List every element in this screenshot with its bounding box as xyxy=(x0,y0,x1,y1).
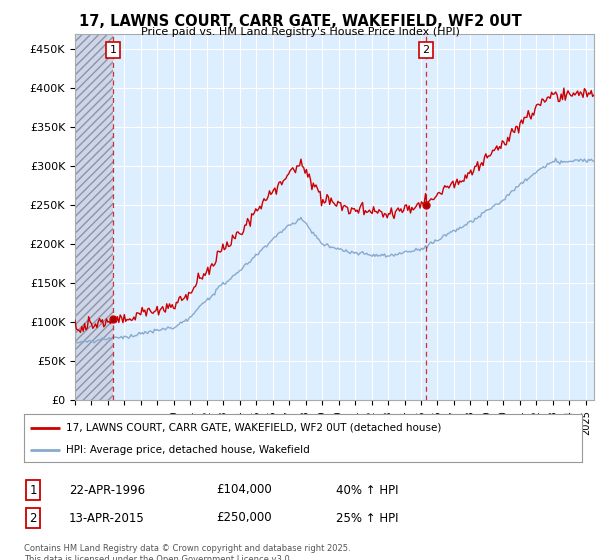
Text: 40% ↑ HPI: 40% ↑ HPI xyxy=(336,483,398,497)
Text: 22-APR-1996: 22-APR-1996 xyxy=(69,483,145,497)
Text: 25% ↑ HPI: 25% ↑ HPI xyxy=(336,511,398,525)
Text: 1: 1 xyxy=(110,45,117,55)
Text: £104,000: £104,000 xyxy=(216,483,272,497)
Text: 17, LAWNS COURT, CARR GATE, WAKEFIELD, WF2 0UT (detached house): 17, LAWNS COURT, CARR GATE, WAKEFIELD, W… xyxy=(66,423,441,433)
Text: £250,000: £250,000 xyxy=(216,511,272,525)
Text: Contains HM Land Registry data © Crown copyright and database right 2025.
This d: Contains HM Land Registry data © Crown c… xyxy=(24,544,350,560)
Text: Price paid vs. HM Land Registry's House Price Index (HPI): Price paid vs. HM Land Registry's House … xyxy=(140,27,460,37)
Text: 17, LAWNS COURT, CARR GATE, WAKEFIELD, WF2 0UT: 17, LAWNS COURT, CARR GATE, WAKEFIELD, W… xyxy=(79,14,521,29)
Text: HPI: Average price, detached house, Wakefield: HPI: Average price, detached house, Wake… xyxy=(66,445,310,455)
Bar xyxy=(75,34,113,400)
Text: 1: 1 xyxy=(29,483,37,497)
Bar xyxy=(75,34,113,400)
Text: 2: 2 xyxy=(29,511,37,525)
Text: 2: 2 xyxy=(422,45,430,55)
Text: 13-APR-2015: 13-APR-2015 xyxy=(69,511,145,525)
